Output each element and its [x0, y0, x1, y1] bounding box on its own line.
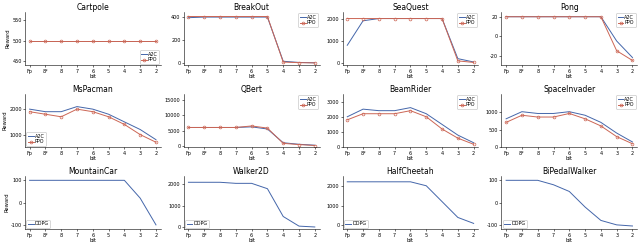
Legend: A2C, PPO: A2C, PPO — [458, 13, 477, 27]
Title: Walker2D: Walker2D — [233, 167, 270, 176]
Title: SpaceInvader: SpaceInvader — [543, 85, 595, 94]
Y-axis label: Reward: Reward — [3, 111, 8, 130]
Legend: A2C, PPO: A2C, PPO — [616, 95, 636, 109]
Title: Pong: Pong — [560, 3, 579, 12]
Legend: A2C, PPO: A2C, PPO — [458, 95, 477, 109]
Title: BeamRider: BeamRider — [389, 85, 431, 94]
Title: QBert: QBert — [241, 85, 262, 94]
X-axis label: bit: bit — [90, 74, 96, 79]
X-axis label: bit: bit — [566, 74, 573, 79]
X-axis label: bit: bit — [248, 74, 255, 79]
Legend: A2C, PPO: A2C, PPO — [298, 13, 318, 27]
X-axis label: bit: bit — [566, 156, 573, 161]
Y-axis label: Reward: Reward — [6, 29, 11, 48]
Legend: A2C, PPO: A2C, PPO — [140, 50, 159, 64]
X-axis label: bit: bit — [407, 74, 414, 79]
Title: HalfCheetah: HalfCheetah — [387, 167, 435, 176]
Legend: DDPG: DDPG — [503, 220, 527, 228]
Title: SeaQuest: SeaQuest — [392, 3, 429, 12]
Title: BreakOut: BreakOut — [234, 3, 269, 12]
Title: Cartpole: Cartpole — [76, 3, 109, 12]
Title: MountainCar: MountainCar — [68, 167, 117, 176]
X-axis label: bit: bit — [407, 238, 414, 243]
Title: BiPedalWalker: BiPedalWalker — [542, 167, 596, 176]
Legend: DDPG: DDPG — [344, 220, 368, 228]
Legend: DDPG: DDPG — [26, 220, 50, 228]
X-axis label: bit: bit — [90, 238, 96, 243]
Title: MsPacman: MsPacman — [72, 85, 113, 94]
Y-axis label: Reward: Reward — [4, 193, 9, 212]
X-axis label: bit: bit — [566, 238, 573, 243]
Legend: A2C, PPO: A2C, PPO — [616, 13, 636, 27]
Legend: A2C, PPO: A2C, PPO — [26, 133, 46, 146]
X-axis label: bit: bit — [248, 156, 255, 161]
X-axis label: bit: bit — [248, 238, 255, 243]
X-axis label: bit: bit — [90, 156, 96, 161]
Legend: A2C, PPO: A2C, PPO — [298, 95, 318, 109]
Legend: DDPG: DDPG — [185, 220, 209, 228]
X-axis label: bit: bit — [407, 156, 414, 161]
